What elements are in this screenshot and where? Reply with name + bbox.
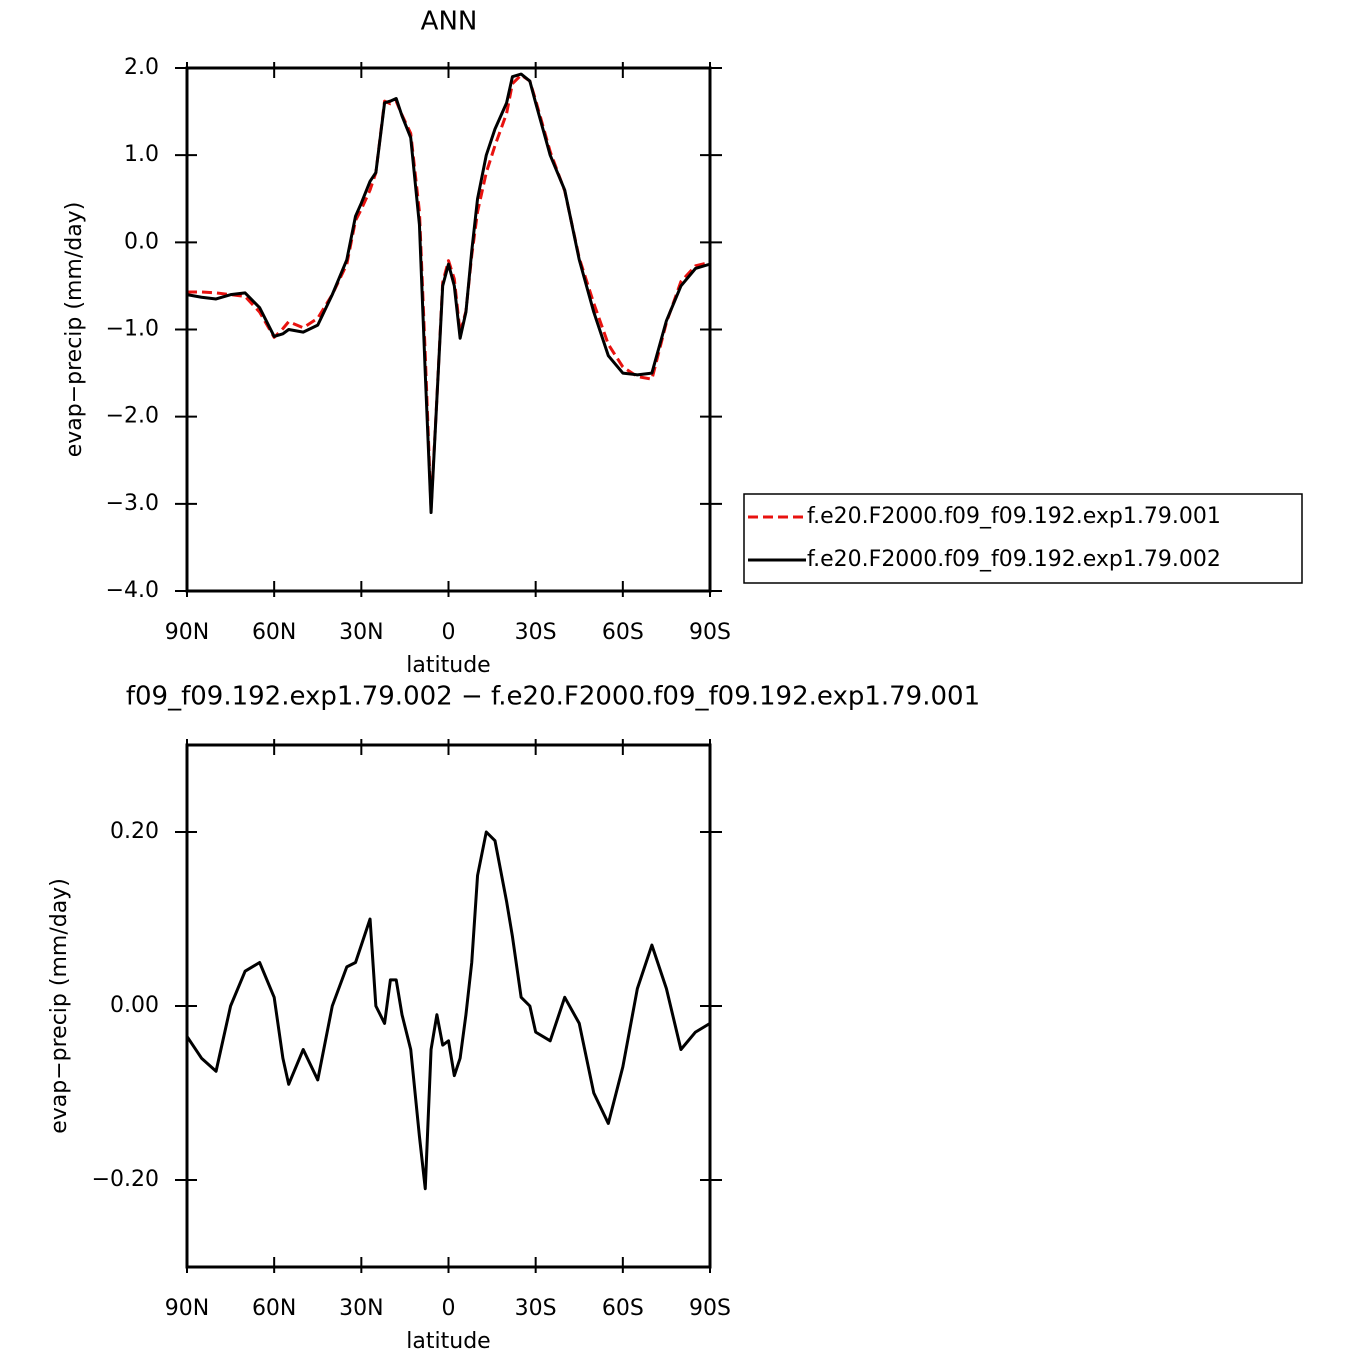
y-tick-label: 1.0 — [124, 142, 159, 167]
data-line — [185, 830, 711, 1191]
x-tick-label: 60N — [252, 1296, 296, 1321]
legend-label: f.e20.F2000.f09_f09.192.exp1.79.002 — [807, 547, 1221, 572]
x-axis-label: latitude — [406, 1329, 490, 1354]
x-tick-label: 90S — [689, 1296, 731, 1321]
x-tick-label: 90N — [165, 1296, 209, 1321]
y-tick-label: −1.0 — [106, 317, 159, 342]
plot-frame — [185, 743, 712, 1269]
x-axis-label: latitude — [406, 653, 490, 678]
y-axis-label: evap−precip (mm/day) — [62, 202, 87, 458]
x-tick-label: 60S — [602, 1296, 644, 1321]
y-tick-label: 0.00 — [110, 993, 159, 1018]
y-axis-label: evap−precip (mm/day) — [47, 878, 72, 1134]
y-tick-label: −4.0 — [106, 578, 159, 603]
x-tick-label: 60N — [252, 620, 296, 645]
y-tick-label: −2.0 — [106, 404, 159, 429]
x-tick-label: 30N — [339, 620, 383, 645]
chart-title: f09_f09.192.exp1.79.002 − f.e20.F2000.f0… — [126, 682, 980, 712]
legend-box — [743, 493, 1303, 584]
y-tick-label: 0.20 — [110, 819, 159, 844]
y-tick-label: −0.20 — [92, 1167, 159, 1192]
legend-label: f.e20.F2000.f09_f09.192.exp1.79.001 — [807, 504, 1221, 529]
x-tick-label: 60S — [602, 620, 644, 645]
x-tick-label: 0 — [442, 620, 456, 645]
x-tick-label: 30S — [515, 1296, 557, 1321]
y-tick-label: 2.0 — [124, 55, 159, 80]
x-tick-label: 90N — [165, 620, 209, 645]
x-tick-label: 30N — [339, 1296, 383, 1321]
y-tick-label: 0.0 — [124, 229, 159, 254]
x-tick-label: 90S — [689, 620, 731, 645]
y-tick-label: −3.0 — [106, 491, 159, 516]
x-tick-label: 30S — [515, 620, 557, 645]
x-tick-label: 0 — [442, 1296, 456, 1321]
data-line — [187, 73, 711, 510]
chart-title: ANN — [421, 7, 478, 37]
plot-frame — [185, 66, 712, 593]
data-line — [186, 72, 711, 515]
